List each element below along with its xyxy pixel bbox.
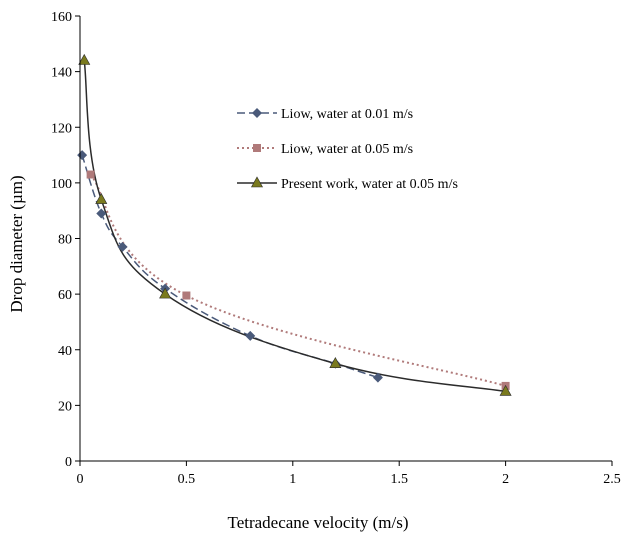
y-tick-label: 160: [51, 10, 72, 25]
x-tick-label: 1.5: [390, 472, 408, 487]
x-tick-label: 0: [77, 472, 84, 487]
plot-area: [77, 53, 512, 396]
data-point-series-2: [86, 170, 95, 179]
x-tick-label: 1: [289, 472, 296, 487]
y-tick-label: 80: [58, 233, 72, 248]
data-point-series-1: [117, 241, 128, 252]
legend-label-2: Liow, water at 0.05 m/s: [281, 142, 413, 157]
data-point-series-1: [245, 330, 256, 341]
x-ticks: 0 0.5 1 1.5 2 2.5: [77, 461, 621, 487]
x-axis-title: Tetradecane velocity (m/s): [228, 513, 409, 532]
legend-label-1: Liow, water at 0.01 m/s: [281, 107, 413, 122]
data-point-series-1: [96, 208, 107, 219]
y-tick-label: 0: [65, 455, 72, 470]
y-tick-label: 100: [51, 177, 72, 192]
legend: Liow, water at 0.01 m/s Liow, water at 0.…: [237, 107, 458, 192]
y-axis-title: Drop diameter (µm): [7, 175, 26, 312]
data-point-series-1: [372, 372, 383, 383]
series-line-2: [89, 173, 506, 387]
legend-label-3: Present work, water at 0.05 m/s: [281, 177, 458, 192]
y-tick-label: 20: [58, 399, 72, 414]
legend-marker-2: [253, 144, 261, 152]
data-point-series-3: [499, 384, 512, 396]
y-tick-label: 60: [58, 288, 72, 303]
y-tick-label: 40: [58, 344, 72, 359]
y-tick-label: 140: [51, 66, 72, 81]
x-tick-label: 2: [502, 472, 509, 487]
data-point-series-3: [159, 287, 172, 299]
legend-marker-3: [250, 176, 264, 188]
series-markers: [77, 53, 512, 396]
data-point-series-3: [78, 53, 91, 65]
data-point-series-1: [77, 150, 88, 161]
y-ticks: 0 20 40 60 80 100 120 140 160: [51, 10, 80, 470]
data-point-series-2: [182, 291, 191, 300]
legend-marker-1: [252, 108, 262, 118]
data-point-series-3: [329, 357, 342, 368]
y-tick-label: 120: [51, 121, 72, 136]
series-line-3: [83, 60, 506, 393]
data-point-series-3: [95, 192, 108, 204]
x-tick-label: 0.5: [178, 472, 196, 487]
x-tick-label: 2.5: [603, 472, 621, 487]
